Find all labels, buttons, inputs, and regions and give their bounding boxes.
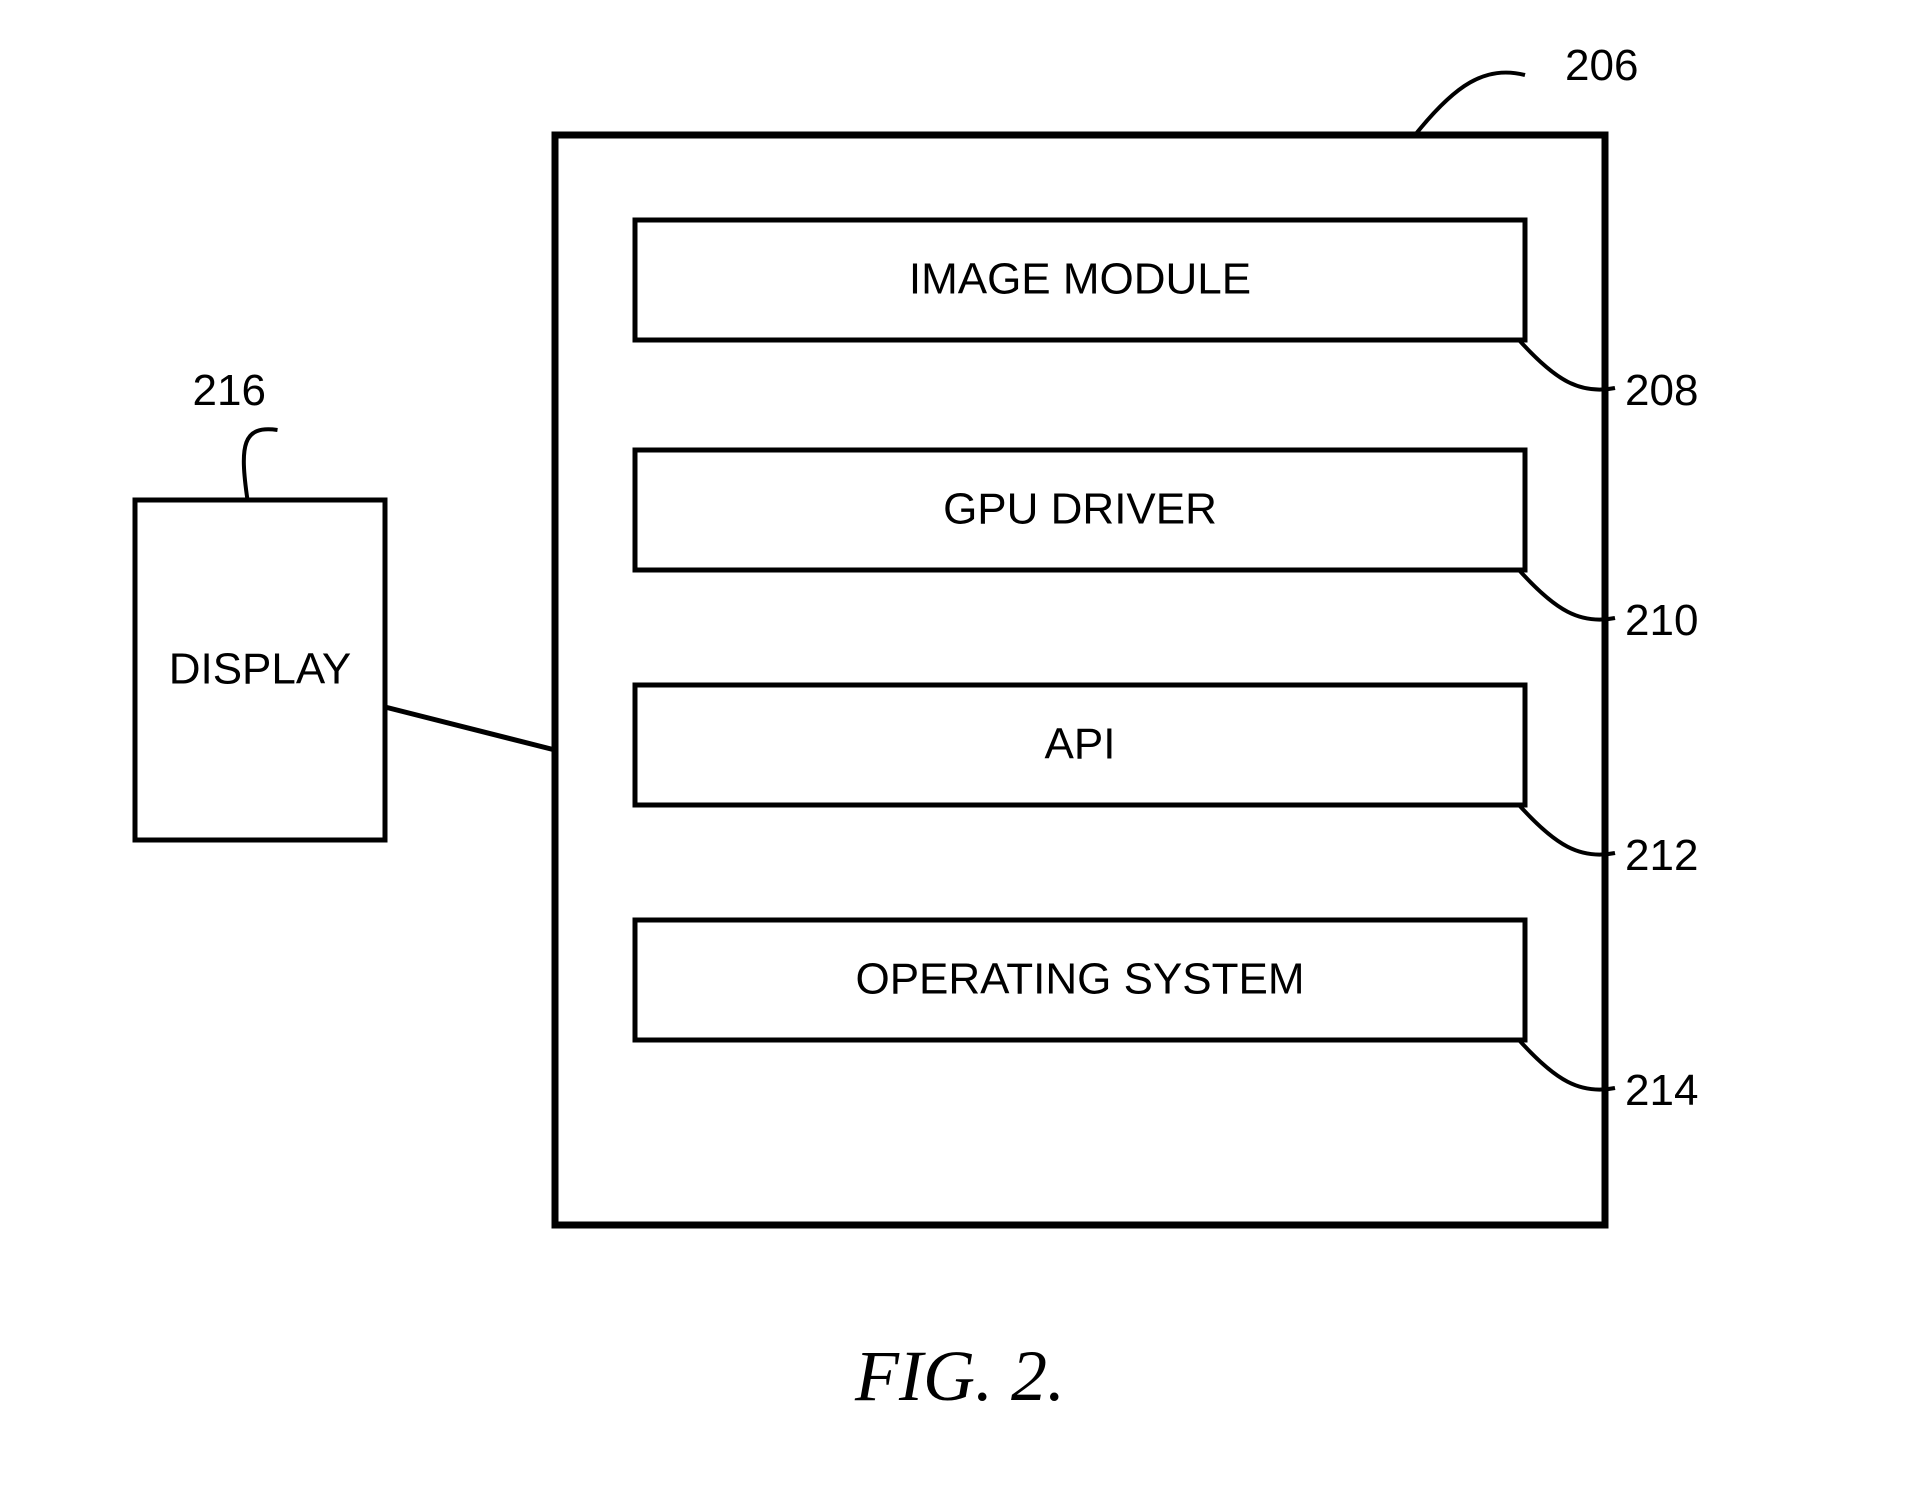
- inner-box-gpu_driver-ref: 210: [1625, 596, 1698, 645]
- outer-ref-number: 206: [1565, 41, 1638, 90]
- inner-box-gpu_driver-label: GPU DRIVER: [943, 485, 1217, 534]
- display-to-system-connector: [385, 707, 555, 750]
- inner-box-os-label: OPERATING SYSTEM: [855, 955, 1304, 1004]
- inner-box-os-ref: 214: [1625, 1066, 1698, 1115]
- display-ref-lead: [244, 429, 278, 500]
- display-box-label: DISPLAY: [169, 645, 352, 694]
- outer-ref-lead: [1415, 73, 1525, 136]
- inner-box-api-label: API: [1045, 720, 1116, 769]
- display-ref-number: 216: [193, 366, 266, 415]
- figure-caption: FIG. 2.: [854, 1336, 1065, 1416]
- inner-box-image_module-label: IMAGE MODULE: [909, 255, 1251, 304]
- inner-box-api-ref: 212: [1625, 831, 1698, 880]
- inner-box-image_module-ref: 208: [1625, 366, 1698, 415]
